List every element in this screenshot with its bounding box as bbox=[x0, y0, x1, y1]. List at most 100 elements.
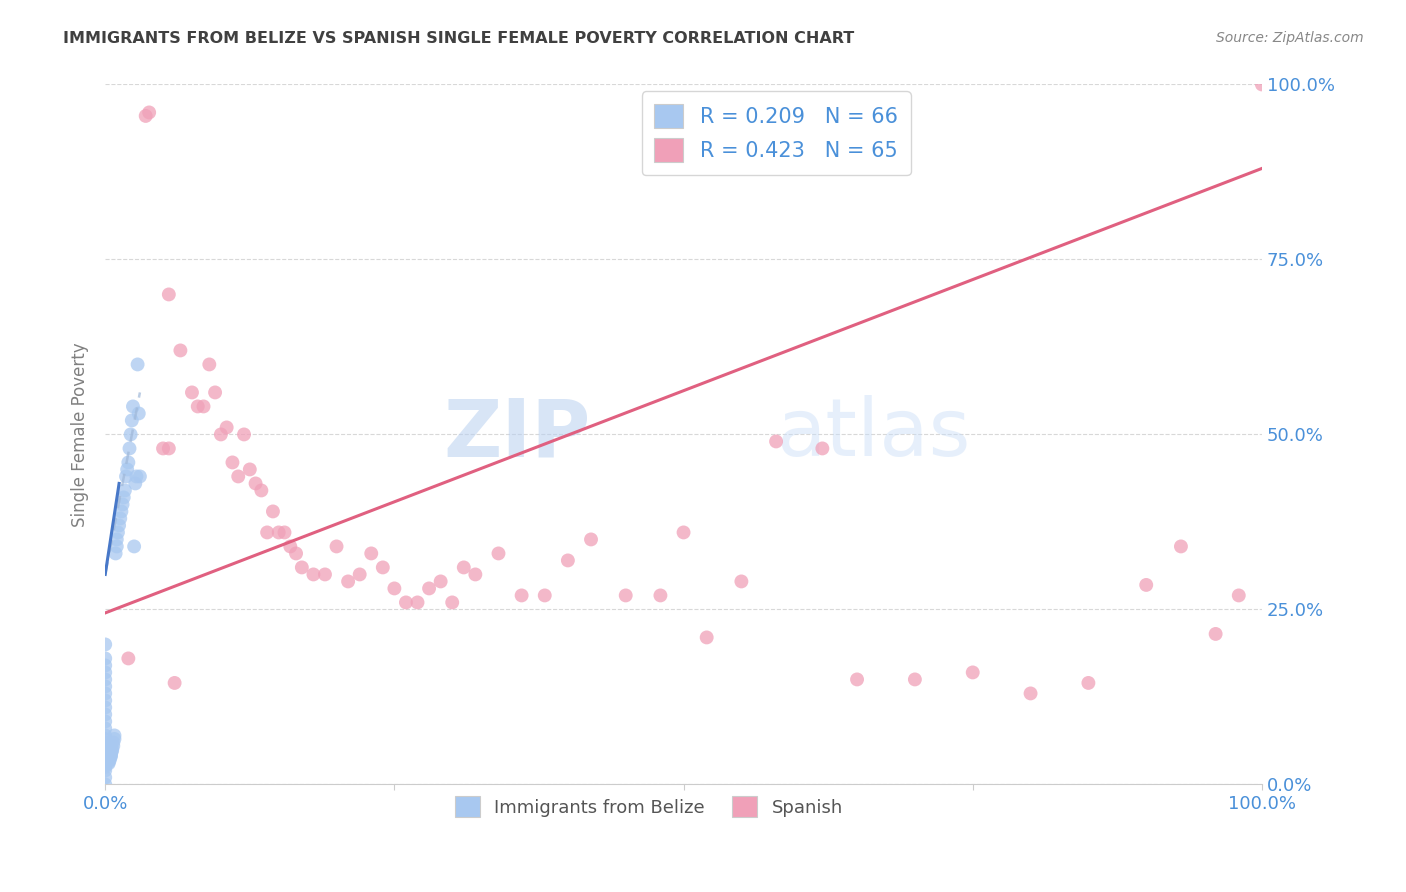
Point bbox=[115, 469, 138, 483]
Point bbox=[221, 455, 243, 469]
Point bbox=[239, 462, 262, 476]
Point bbox=[360, 546, 382, 560]
Point bbox=[94, 777, 117, 791]
Point bbox=[103, 739, 125, 753]
Point bbox=[215, 420, 238, 434]
Point bbox=[325, 540, 347, 554]
Point bbox=[94, 731, 117, 746]
Point bbox=[418, 582, 440, 596]
Point bbox=[650, 589, 672, 603]
Point bbox=[395, 595, 418, 609]
Point bbox=[117, 455, 139, 469]
Point bbox=[122, 400, 145, 414]
Point bbox=[1205, 627, 1227, 641]
Point bbox=[273, 525, 295, 540]
Point bbox=[962, 665, 984, 680]
Point bbox=[765, 434, 787, 449]
Point bbox=[204, 385, 226, 400]
Point bbox=[94, 764, 117, 778]
Point bbox=[278, 540, 301, 554]
Point bbox=[97, 755, 120, 769]
Point bbox=[291, 560, 314, 574]
Point bbox=[94, 714, 117, 729]
Point bbox=[122, 540, 145, 554]
Point bbox=[94, 722, 117, 736]
Point bbox=[112, 491, 135, 505]
Point bbox=[101, 742, 124, 756]
Legend: Immigrants from Belize, Spanish: Immigrants from Belize, Spanish bbox=[447, 789, 851, 824]
Point bbox=[510, 589, 533, 603]
Point bbox=[1077, 676, 1099, 690]
Point bbox=[135, 109, 157, 123]
Point bbox=[464, 567, 486, 582]
Point bbox=[233, 427, 256, 442]
Point bbox=[94, 673, 117, 687]
Point bbox=[117, 651, 139, 665]
Point bbox=[103, 731, 125, 746]
Point bbox=[98, 753, 121, 767]
Point bbox=[1227, 589, 1250, 603]
Point bbox=[94, 753, 117, 767]
Point bbox=[107, 525, 129, 540]
Point bbox=[429, 574, 451, 589]
Point bbox=[557, 553, 579, 567]
Point bbox=[846, 673, 869, 687]
Point bbox=[94, 751, 117, 765]
Point bbox=[120, 427, 142, 442]
Point bbox=[97, 756, 120, 771]
Point bbox=[94, 756, 117, 771]
Point bbox=[110, 504, 132, 518]
Point bbox=[121, 413, 143, 427]
Point bbox=[108, 518, 131, 533]
Point bbox=[94, 700, 117, 714]
Point bbox=[533, 589, 555, 603]
Point bbox=[198, 358, 221, 372]
Point bbox=[302, 567, 325, 582]
Point bbox=[138, 105, 160, 120]
Point bbox=[94, 680, 117, 694]
Point bbox=[94, 760, 117, 774]
Point bbox=[129, 469, 152, 483]
Point bbox=[103, 728, 125, 742]
Point bbox=[157, 442, 180, 456]
Point bbox=[94, 744, 117, 758]
Point bbox=[94, 693, 117, 707]
Point bbox=[285, 546, 308, 560]
Point bbox=[441, 595, 464, 609]
Point bbox=[181, 385, 204, 400]
Point bbox=[101, 744, 124, 758]
Point bbox=[94, 739, 117, 753]
Point bbox=[453, 560, 475, 574]
Point bbox=[209, 427, 232, 442]
Point bbox=[94, 658, 117, 673]
Point bbox=[94, 747, 117, 762]
Point bbox=[127, 358, 149, 372]
Point bbox=[125, 469, 148, 483]
Point bbox=[245, 476, 267, 491]
Point bbox=[371, 560, 394, 574]
Point bbox=[105, 533, 128, 547]
Point bbox=[406, 595, 429, 609]
Point bbox=[337, 574, 360, 589]
Point bbox=[94, 728, 117, 742]
Point bbox=[100, 747, 122, 762]
Point bbox=[94, 686, 117, 700]
Point bbox=[94, 735, 117, 749]
Point bbox=[105, 540, 128, 554]
Point bbox=[163, 676, 186, 690]
Point bbox=[1251, 78, 1274, 92]
Point bbox=[672, 525, 695, 540]
Point bbox=[579, 533, 602, 547]
Point bbox=[1019, 686, 1042, 700]
Point bbox=[94, 746, 117, 760]
Point bbox=[250, 483, 273, 498]
Point bbox=[124, 476, 146, 491]
Text: IMMIGRANTS FROM BELIZE VS SPANISH SINGLE FEMALE POVERTY CORRELATION CHART: IMMIGRANTS FROM BELIZE VS SPANISH SINGLE… bbox=[63, 31, 855, 46]
Point bbox=[94, 757, 117, 772]
Point bbox=[314, 567, 336, 582]
Point bbox=[1170, 540, 1192, 554]
Text: atlas: atlas bbox=[776, 395, 970, 474]
Point bbox=[94, 651, 117, 665]
Point bbox=[94, 742, 117, 756]
Point bbox=[696, 631, 718, 645]
